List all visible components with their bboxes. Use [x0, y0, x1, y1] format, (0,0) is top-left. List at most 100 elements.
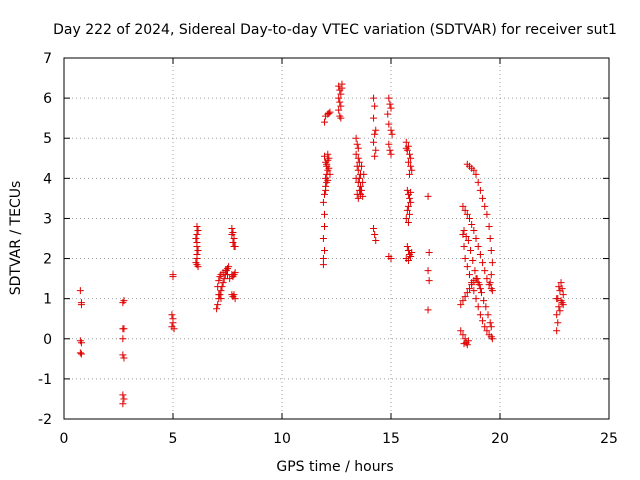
- data-point-marker: [321, 247, 329, 255]
- data-point-marker: [354, 194, 362, 202]
- data-point-marker: [406, 170, 414, 178]
- data-point-marker: [229, 239, 237, 247]
- data-point-marker: [485, 222, 493, 230]
- data-point-marker: [481, 323, 489, 331]
- data-point-marker: [338, 84, 346, 92]
- data-point-marker: [356, 182, 364, 190]
- data-point-marker: [465, 271, 473, 279]
- data-point-marker: [354, 154, 362, 162]
- data-point-marker: [469, 257, 477, 265]
- data-point-marker: [408, 166, 416, 174]
- data-point-marker: [372, 237, 380, 245]
- data-point-marker: [487, 323, 495, 331]
- data-point-marker: [558, 285, 566, 293]
- data-point-marker: [225, 263, 233, 271]
- data-point-marker: [359, 178, 367, 186]
- data-point-marker: [326, 108, 334, 116]
- data-point-marker: [407, 253, 415, 261]
- y-tick-label: 1: [43, 292, 52, 308]
- data-point-marker: [337, 114, 345, 122]
- data-point-marker: [476, 251, 484, 259]
- data-point-marker: [372, 146, 380, 154]
- data-point-marker: [404, 202, 412, 210]
- data-point-marker: [228, 224, 236, 232]
- data-point-marker: [193, 255, 201, 263]
- x-tick-label: 0: [60, 431, 69, 447]
- chart-title: Day 222 of 2024, Sidereal Day-to-day VTE…: [53, 22, 617, 38]
- data-point-marker: [371, 102, 379, 110]
- data-point-marker: [467, 247, 475, 255]
- data-point-marker: [325, 154, 333, 162]
- data-point-marker: [169, 273, 177, 281]
- data-point-marker: [324, 176, 332, 184]
- data-point-marker: [462, 232, 470, 240]
- y-tick-label: -1: [38, 372, 52, 388]
- data-point-marker: [215, 277, 223, 285]
- data-point-marker: [168, 311, 176, 319]
- data-point-marker: [355, 158, 363, 166]
- data-point-marker: [321, 152, 329, 160]
- data-point-marker: [385, 94, 393, 102]
- data-point-marker: [76, 287, 84, 295]
- data-point-marker: [461, 255, 469, 263]
- data-point-marker: [487, 247, 495, 255]
- data-point-marker: [170, 325, 178, 333]
- data-point-marker: [457, 327, 465, 335]
- grid-lines: [64, 58, 609, 419]
- data-point-marker: [424, 306, 432, 314]
- data-point-marker: [425, 249, 433, 257]
- data-point-marker: [553, 295, 561, 303]
- data-point-marker: [119, 351, 127, 359]
- data-point-marker: [214, 283, 222, 291]
- data-point-marker: [119, 391, 127, 399]
- data-point-marker: [457, 301, 465, 309]
- data-point-marker: [354, 166, 362, 174]
- data-point-marker: [463, 210, 471, 218]
- data-point-marker: [359, 192, 367, 200]
- data-point-marker: [385, 140, 393, 148]
- data-point-marker: [406, 210, 414, 218]
- data-point-marker: [404, 158, 412, 166]
- data-point-marker: [479, 259, 487, 267]
- data-point-marker: [337, 102, 345, 110]
- data-point-marker: [471, 267, 479, 275]
- data-point-marker: [319, 261, 327, 269]
- data-point-marker: [230, 235, 238, 242]
- data-point-marker: [336, 98, 344, 106]
- data-point-marker: [481, 267, 489, 275]
- data-point-marker: [326, 170, 334, 178]
- data-point-marker: [476, 285, 484, 293]
- data-point-marker: [460, 226, 468, 234]
- data-point-marker: [464, 237, 472, 245]
- data-point-marker: [482, 303, 490, 311]
- data-point-marker: [407, 162, 415, 170]
- data-point-marker: [486, 279, 494, 287]
- data-point-marker: [387, 150, 395, 158]
- data-point-marker: [403, 243, 411, 251]
- data-point-marker: [231, 269, 239, 277]
- data-point-marker: [358, 162, 366, 170]
- data-point-marker: [470, 166, 478, 174]
- data-point-marker: [384, 110, 392, 118]
- data-point-marker: [213, 305, 221, 313]
- data-point-marker: [404, 218, 412, 226]
- data-point-marker: [385, 120, 393, 128]
- data-point-marker: [193, 230, 201, 238]
- data-point-marker: [231, 295, 239, 303]
- data-point-marker: [483, 210, 491, 218]
- x-tick-label: 5: [169, 431, 178, 447]
- data-point-marker: [119, 400, 127, 408]
- data-point-marker: [472, 170, 480, 178]
- data-point-marker: [354, 144, 362, 152]
- data-point-marker: [476, 311, 484, 319]
- data-point-marker: [231, 243, 239, 251]
- data-point-marker: [402, 214, 410, 222]
- data-point-marker: [406, 150, 414, 158]
- data-point-marker: [408, 249, 416, 257]
- data-point-marker: [352, 134, 360, 142]
- data-point-marker: [553, 327, 561, 335]
- data-point-marker: [319, 235, 327, 242]
- data-points: [76, 80, 567, 408]
- data-point-marker: [406, 194, 414, 202]
